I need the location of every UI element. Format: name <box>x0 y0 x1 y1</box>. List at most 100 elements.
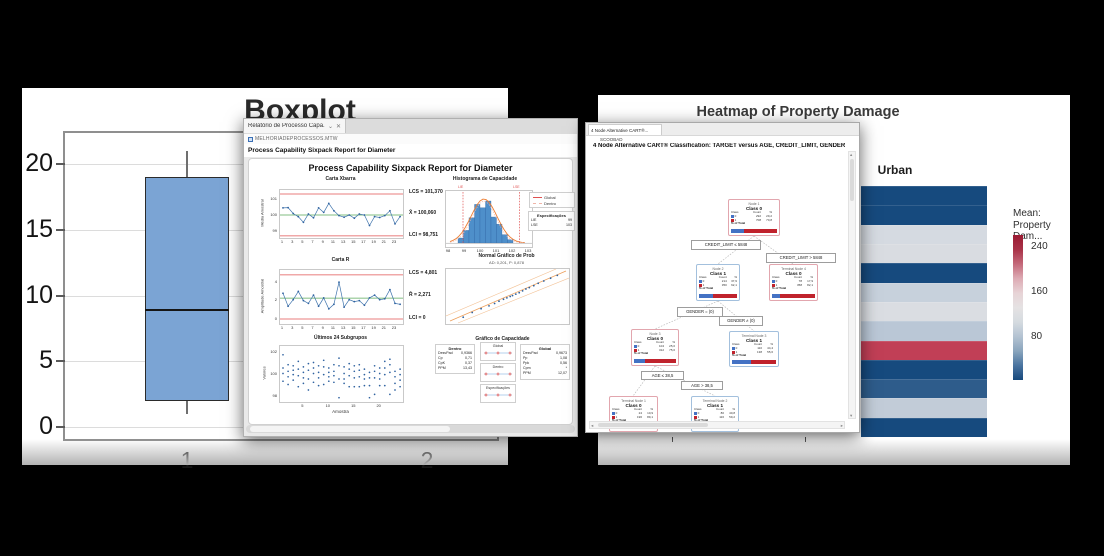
close-icon[interactable]: ✕ <box>335 123 341 130</box>
data-point <box>532 284 535 287</box>
data-point <box>399 385 401 388</box>
stat-value: 13,43 <box>463 366 472 370</box>
class-id: 1 <box>702 282 705 287</box>
count-cell: 196 <box>636 414 642 419</box>
normal-curve <box>449 200 526 244</box>
y-tick-label: 0 <box>274 315 277 321</box>
stat-name: Cp <box>438 356 443 360</box>
stat-row: Cp 0,71 <box>436 356 474 361</box>
histogram-usl-label: LSE <box>513 185 520 189</box>
scroll-left-icon[interactable]: ◂ <box>591 422 594 428</box>
tab-relatorio-processo[interactable]: Relatório de Processo Capa... ⌄ ✕ <box>244 119 346 133</box>
heatmap-cell <box>861 340 987 360</box>
data-point <box>317 371 320 374</box>
chevron-down-icon[interactable]: ⌄ <box>327 123 333 130</box>
data-point <box>317 305 320 308</box>
tab-cart-classification[interactable]: 4 Node Alternative CART®... <box>588 124 662 135</box>
stat-row: Cpm * <box>521 366 569 371</box>
scrollbar-thumb[interactable] <box>850 159 854 201</box>
class-cell: 0 <box>732 346 748 351</box>
stat-row: PPM 12,07 <box>521 371 569 376</box>
split-rule-label: CREDIT_LIMIT > 5848 <box>766 253 836 263</box>
node-class-bar <box>731 228 777 233</box>
data-point <box>317 377 320 379</box>
node-table-row: 1 350 62,1 <box>699 282 737 288</box>
heatmap-cell <box>861 224 987 244</box>
data-point <box>307 389 310 391</box>
col-class: Class <box>694 406 702 411</box>
decision-tree-canvas: Node 1 Class 0 Class Count% 0 292 29,2 1 708 70,8… <box>586 151 846 432</box>
heatmap-cell <box>861 243 987 264</box>
x-category-label: 2 <box>420 447 434 473</box>
bar-class1-segment <box>644 358 676 363</box>
x-tick-label: 13 <box>340 239 346 244</box>
tree-node-n3: Node 3 Class 0 Class Count% 0 104 25,0 1 312 75,0… <box>631 329 679 366</box>
data-point <box>378 298 381 301</box>
r-plot <box>279 269 404 325</box>
stat-name: DesvPad <box>438 351 453 355</box>
class-color-swatch <box>731 219 734 222</box>
pct-cell: 44,4 <box>767 345 773 350</box>
scroll-down-icon[interactable]: ▾ <box>850 413 853 418</box>
node-class-label: Class 0 <box>625 402 642 408</box>
vertical-scrollbar[interactable]: ▴ ▾ <box>848 151 856 419</box>
data-point <box>373 393 376 396</box>
legend-item: Global <box>530 193 574 200</box>
data-point <box>358 299 361 302</box>
node-total-row: % of Total <box>732 353 747 358</box>
x-tick-label: 102 <box>508 248 516 253</box>
x-tick-label: 23 <box>391 325 397 330</box>
data-point <box>297 374 300 377</box>
data-point <box>302 382 305 385</box>
class-id: 0 <box>697 410 700 415</box>
output-heading: Process Capability Sixpack Report for Di… <box>244 144 577 157</box>
xbar-mean-label: X̄ = 100,060 <box>409 210 437 216</box>
data-point <box>287 305 289 308</box>
data-point <box>348 368 351 370</box>
x-tick-label: 15 <box>351 325 356 330</box>
normal-curve <box>449 198 526 244</box>
x-tick-label: 7 <box>311 239 314 244</box>
data-point <box>399 368 401 370</box>
interval-label: Especificações <box>486 386 510 390</box>
class-id: 1 <box>734 217 737 222</box>
x-tick-label: 5 <box>301 325 304 330</box>
stat-row: DesvPad 0,9673 <box>521 351 569 356</box>
heatmap-cell <box>861 186 987 206</box>
r-lcl-label: LCI = 0 <box>409 315 426 321</box>
y-axis-tick <box>56 294 65 297</box>
scrollbar-thumb[interactable] <box>250 426 450 432</box>
scrollbar-thumb[interactable] <box>598 423 708 427</box>
data-point <box>322 359 325 362</box>
data-point <box>480 307 482 310</box>
stat-name: DesvPad <box>523 351 538 355</box>
data-point <box>282 292 284 295</box>
normal-prob-chart <box>445 268 570 324</box>
data-point <box>389 288 391 291</box>
horizontal-scrollbar[interactable] <box>246 425 575 433</box>
scroll-up-icon[interactable]: ▴ <box>850 152 853 157</box>
data-point <box>317 364 320 367</box>
data-point <box>389 358 391 361</box>
r-y-axis-label: Amplitude Amostral <box>259 278 265 314</box>
histogram-bar <box>490 216 497 244</box>
legend-tick-label: 160 <box>1031 286 1048 297</box>
x-tick-label: 1 <box>280 325 284 330</box>
x-tick-label: 3 <box>291 239 294 244</box>
scroll-right-icon[interactable]: ▸ <box>840 422 843 428</box>
y-tick-label: 0 <box>39 412 53 440</box>
col-pct: % <box>732 406 735 411</box>
data-point <box>368 384 371 387</box>
data-point <box>353 385 356 388</box>
interval-box: Especificações <box>480 384 516 403</box>
xbar-chart-title: Carta Xbarra <box>325 176 356 182</box>
class-color-swatch <box>634 345 637 348</box>
y-tick-label: 15 <box>25 214 53 243</box>
data-point <box>358 363 361 366</box>
horizontal-scrollbar[interactable]: ◂ ▸ <box>589 421 845 429</box>
x-tick-label: 103 <box>524 248 532 253</box>
data-point <box>333 363 335 366</box>
stat-row: CpK 0,37 <box>436 361 474 366</box>
data-point <box>471 311 474 314</box>
y-tick-label: 99 <box>272 228 277 234</box>
